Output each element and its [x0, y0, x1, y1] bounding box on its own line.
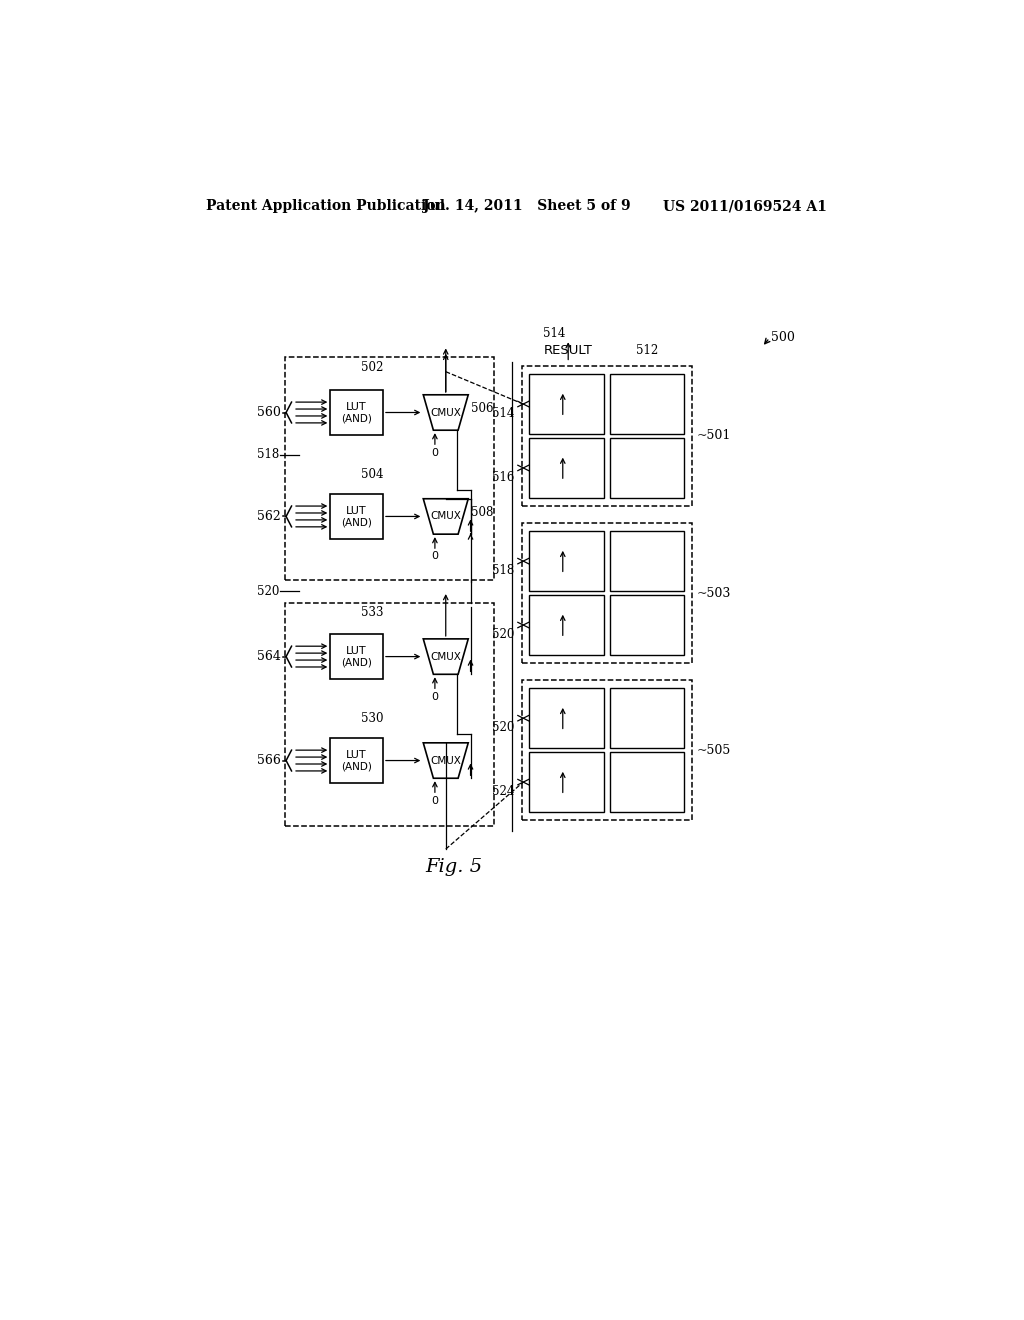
Text: 0: 0: [431, 796, 438, 805]
Text: (AND): (AND): [341, 517, 372, 528]
Text: (AND): (AND): [341, 413, 372, 424]
Bar: [521, 681, 692, 820]
Text: CMUX: CMUX: [430, 408, 461, 417]
Text: ~503: ~503: [697, 586, 731, 599]
Text: 502: 502: [360, 360, 383, 374]
Text: ~505: ~505: [697, 743, 731, 756]
Bar: [529, 438, 604, 498]
Bar: [331, 494, 383, 539]
Text: 504: 504: [360, 467, 383, 480]
Polygon shape: [423, 743, 468, 779]
Bar: [610, 595, 684, 655]
Text: CMUX: CMUX: [430, 755, 461, 766]
Text: 0: 0: [431, 552, 438, 561]
Text: CMUX: CMUX: [430, 511, 461, 521]
Bar: [529, 531, 604, 591]
Bar: [610, 438, 684, 498]
Bar: [331, 635, 383, 678]
Text: 533: 533: [360, 606, 383, 619]
Text: 514: 514: [543, 327, 565, 341]
Text: 506: 506: [471, 403, 493, 416]
Text: US 2011/0169524 A1: US 2011/0169524 A1: [663, 199, 826, 213]
Text: 520: 520: [257, 585, 280, 598]
Bar: [331, 738, 383, 783]
Text: 514: 514: [492, 407, 514, 420]
Bar: [521, 367, 692, 506]
Bar: [529, 752, 604, 812]
Text: Patent Application Publication: Patent Application Publication: [206, 199, 445, 213]
Bar: [610, 531, 684, 591]
Bar: [331, 391, 383, 434]
Bar: [610, 374, 684, 434]
Polygon shape: [423, 499, 468, 535]
Text: (AND): (AND): [341, 762, 372, 772]
Text: 0: 0: [431, 447, 438, 458]
Text: RESULT: RESULT: [544, 345, 593, 358]
Text: LUT: LUT: [346, 647, 367, 656]
Text: 530: 530: [360, 711, 383, 725]
Text: LUT: LUT: [346, 750, 367, 760]
Text: 0: 0: [431, 692, 438, 702]
Bar: [529, 688, 604, 748]
Text: 564: 564: [257, 649, 281, 663]
Text: Fig. 5: Fig. 5: [425, 858, 482, 875]
Text: 500: 500: [771, 330, 795, 343]
Bar: [610, 688, 684, 748]
Text: 508: 508: [471, 506, 493, 519]
Text: 524: 524: [492, 785, 514, 797]
Text: 516: 516: [492, 471, 514, 483]
Bar: [521, 523, 692, 663]
Text: 518: 518: [257, 449, 280, 462]
Text: 562: 562: [257, 510, 281, 523]
Text: 520: 520: [492, 721, 514, 734]
Bar: [529, 595, 604, 655]
Text: 512: 512: [636, 345, 658, 358]
Bar: [610, 752, 684, 812]
Text: LUT: LUT: [346, 506, 367, 516]
Bar: [285, 358, 494, 581]
Text: 566: 566: [257, 754, 281, 767]
Text: CMUX: CMUX: [430, 652, 461, 661]
Text: 560: 560: [257, 407, 281, 418]
Text: ~501: ~501: [697, 429, 731, 442]
Polygon shape: [423, 639, 468, 675]
Text: 518: 518: [492, 564, 514, 577]
Text: LUT: LUT: [346, 403, 367, 412]
Bar: [529, 374, 604, 434]
Bar: [285, 603, 494, 826]
Polygon shape: [423, 395, 468, 430]
Text: Jul. 14, 2011   Sheet 5 of 9: Jul. 14, 2011 Sheet 5 of 9: [423, 199, 630, 213]
Text: 520: 520: [492, 628, 514, 640]
Text: (AND): (AND): [341, 657, 372, 668]
